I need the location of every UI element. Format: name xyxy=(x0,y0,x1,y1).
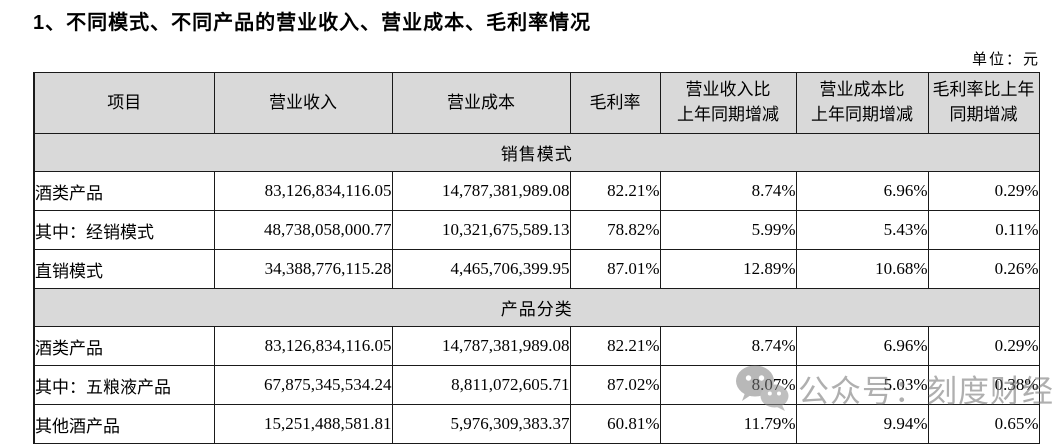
cell-revenue-yoy: 11.79% xyxy=(659,404,797,444)
section-row-product-category: 产品分类 xyxy=(33,288,1040,327)
section-row-sales-mode: 销售模式 xyxy=(33,133,1040,172)
cell-margin: 78.82% xyxy=(569,210,661,250)
cell-margin-yoy: 0.26% xyxy=(927,249,1040,289)
cell-cost-yoy: 10.68% xyxy=(795,249,929,289)
cell-revenue: 83,126,834,116.05 xyxy=(213,326,393,366)
table-row-distribution-mode: 其中：经销模式 48,738,058,000.77 10,321,675,589… xyxy=(33,210,1040,250)
cell-margin-yoy: 0.29% xyxy=(927,171,1040,211)
table-row-alcohol-products-2: 酒类产品 83,126,834,116.05 14,787,381,989.08… xyxy=(33,326,1040,366)
cell-cost: 14,787,381,989.08 xyxy=(391,326,571,366)
cell-cost-yoy: 6.96% xyxy=(795,171,929,211)
cell-revenue-yoy: 8.74% xyxy=(659,171,797,211)
financial-table: 项目 营业收入 营业成本 毛利率 营业收入比 上年同期增减 营业成本比 上年同期增减… xyxy=(33,72,1040,444)
cell-revenue: 67,875,345,534.24 xyxy=(213,365,393,405)
cell-margin-yoy: 0.38% xyxy=(927,365,1040,405)
cell-margin: 87.01% xyxy=(569,249,661,289)
cell-cost: 8,811,072,605.71 xyxy=(391,365,571,405)
cell-cost-yoy: 5.03% xyxy=(795,365,929,405)
cell-cost: 4,465,706,399.95 xyxy=(391,249,571,289)
col-header-cost-yoy: 营业成本比 上年同期增减 xyxy=(795,72,929,134)
unit-label: 单位：元 xyxy=(971,52,1040,68)
col-header-cost: 营业成本 xyxy=(391,72,571,134)
col-header-revenue: 营业收入 xyxy=(213,72,393,134)
col-header-margin: 毛利率 xyxy=(569,72,661,134)
cell-item: 酒类产品 xyxy=(33,326,215,366)
cell-cost-yoy: 9.94% xyxy=(795,404,929,444)
cell-item: 直销模式 xyxy=(33,249,215,289)
cell-margin-yoy: 0.29% xyxy=(927,326,1040,366)
table-row-alcohol-products: 酒类产品 83,126,834,116.05 14,787,381,989.08… xyxy=(33,171,1040,211)
cell-margin: 82.21% xyxy=(569,171,661,211)
cell-margin: 60.81% xyxy=(569,404,661,444)
cell-cost: 5,976,309,383.37 xyxy=(391,404,571,444)
cell-revenue: 48,738,058,000.77 xyxy=(213,210,393,250)
cell-cost-yoy: 6.96% xyxy=(795,326,929,366)
cell-margin-yoy: 0.65% xyxy=(927,404,1040,444)
cell-margin: 87.02% xyxy=(569,365,661,405)
cell-item: 其中：经销模式 xyxy=(33,210,215,250)
cell-margin-yoy: 0.11% xyxy=(927,210,1040,250)
table-header-row: 项目 营业收入 营业成本 毛利率 营业收入比 上年同期增减 营业成本比 上年同期增减… xyxy=(33,72,1040,134)
cell-item: 其他酒产品 xyxy=(33,404,215,444)
table-row-other-alcohol-products: 其他酒产品 15,251,488,581.81 5,976,309,383.37… xyxy=(33,404,1040,444)
section-title: 销售模式 xyxy=(33,133,1040,172)
cell-cost-yoy: 5.43% xyxy=(795,210,929,250)
cell-revenue: 83,126,834,116.05 xyxy=(213,171,393,211)
col-header-margin-yoy: 毛利率比上年 同期增减 xyxy=(927,72,1040,134)
cell-item: 其中：五粮液产品 xyxy=(33,365,215,405)
section-title: 产品分类 xyxy=(33,288,1040,327)
cell-revenue-yoy: 12.89% xyxy=(659,249,797,289)
cell-revenue: 15,251,488,581.81 xyxy=(213,404,393,444)
cell-item: 酒类产品 xyxy=(33,171,215,211)
cell-margin: 82.21% xyxy=(569,326,661,366)
cell-cost: 14,787,381,989.08 xyxy=(391,171,571,211)
cell-revenue-yoy: 8.74% xyxy=(659,326,797,366)
table-row-wuliangye-products: 其中：五粮液产品 67,875,345,534.24 8,811,072,605… xyxy=(33,365,1040,405)
table-row-direct-sales-mode: 直销模式 34,388,776,115.28 4,465,706,399.95 … xyxy=(33,249,1040,289)
cell-cost: 10,321,675,589.13 xyxy=(391,210,571,250)
cell-revenue-yoy: 5.99% xyxy=(659,210,797,250)
col-header-item: 项目 xyxy=(33,72,215,134)
cell-revenue-yoy: 8.07% xyxy=(659,365,797,405)
page-title: 1、不同模式、不同产品的营业收入、营业成本、毛利率情况 xyxy=(33,12,592,34)
cell-revenue: 34,388,776,115.28 xyxy=(213,249,393,289)
col-header-revenue-yoy: 营业收入比 上年同期增减 xyxy=(659,72,797,134)
